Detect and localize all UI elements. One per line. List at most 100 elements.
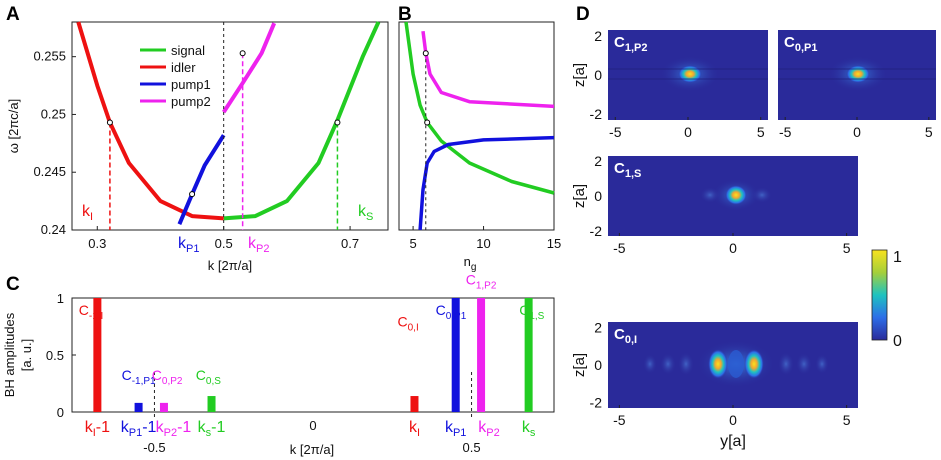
d-xtick-label: -5 [613, 412, 626, 428]
d-xtick-label: 5 [843, 412, 851, 428]
d-xtick-label: -5 [609, 124, 622, 140]
map-c1p2-label: C1,P2 [614, 34, 647, 54]
c-bar-label: C1,P2 [466, 271, 497, 291]
c-bar-0,I [410, 396, 419, 412]
a-xtick-label: 0.5 [215, 236, 233, 251]
c-k-label: kI-1 [85, 419, 110, 439]
c-ytick-label: 0 [57, 405, 64, 420]
map-c1s: C1,S [608, 156, 858, 236]
c-bar-0,S [207, 396, 216, 412]
d-ytick-label: 2 [594, 320, 602, 336]
d-ylabel: z[a] [571, 353, 588, 377]
a-series-idler [76, 21, 224, 221]
a-marker-1 [189, 191, 196, 198]
c-bar-1,S [524, 298, 533, 412]
panel-c-frame [71, 297, 555, 413]
legend-pump2-label: pump2 [171, 94, 211, 109]
d-xtick-label: 0 [853, 124, 861, 140]
map-c0i-lobe6 [815, 354, 829, 374]
d-ytick-label: -2 [590, 223, 603, 239]
a-annot-kp1: kP1 [178, 235, 199, 255]
b-marker-pump2 [422, 50, 429, 57]
a-ytick-label: 0.255 [33, 49, 66, 64]
c-bar-label: C0,S [196, 367, 221, 387]
a-annot-ks: kS [358, 203, 373, 223]
panel-label-c: C [6, 274, 20, 295]
c-bar-label: C0,I [398, 314, 419, 334]
map-c0p1-label: C0,P1 [784, 34, 817, 54]
a-xtick-label: 0.3 [88, 236, 106, 251]
d-xtick-label: 0 [684, 124, 692, 140]
panel-c-k-labels: kI-1 kP1-1 kP2-1 ks-1 kI kP1 kP2 ks [85, 419, 536, 439]
panel-d-ticks: -5 0 520-2z[a]-5 0 5-5 0 520-2z[a]-5 0 520-2z[a]… [571, 28, 933, 450]
b-series-pump2 [421, 30, 555, 109]
b-xtick-label: 5 [409, 236, 416, 251]
d-xtick-label: -5 [613, 240, 626, 256]
c-ytick-label: 1 [57, 291, 64, 306]
a-series-signal [223, 21, 381, 221]
panel-b-series [404, 21, 555, 231]
d-xtick-label: 5 [757, 124, 765, 140]
d-xtick-label: 0 [729, 412, 737, 428]
c-xtick-label: 0.5 [463, 440, 481, 455]
panel-label-b: B [398, 4, 412, 25]
a-marker-3 [334, 119, 341, 126]
b-xtick-label: 10 [476, 236, 490, 251]
c-ytick-label: 0.5 [46, 348, 64, 363]
map-c0i-node [728, 350, 744, 378]
map-c0i-lobe2 [660, 353, 676, 375]
a-xtick-label: 0.7 [341, 236, 359, 251]
map-c0i-mode-right [744, 349, 764, 379]
b-series-signal [404, 21, 555, 195]
d-ytick-label: 2 [594, 28, 602, 44]
map-c0i-mode-left [708, 349, 728, 379]
map-c0i: C0,I [608, 322, 858, 408]
c-bar-0,P2 [159, 402, 168, 412]
d-xtick-label: 5 [843, 240, 851, 256]
panel-a-legend: signal idler pump1 pump2 [140, 43, 211, 109]
c-xtick-label: 0 [309, 418, 316, 433]
colorbar: 1 0 [871, 249, 902, 350]
c-k-label: kP2-1 [156, 419, 192, 439]
panel-a-frame [71, 21, 389, 231]
a-annot-ki: kI [82, 203, 93, 223]
b-marker-signal [424, 119, 431, 126]
a-ytick-label: 0.245 [33, 164, 66, 179]
panel-label-d: D [576, 4, 590, 25]
b-xtick-label: 15 [547, 236, 561, 251]
c-k-label: kI [409, 419, 420, 439]
c-k-label: kP1 [445, 419, 466, 439]
map-c1p2-mode [678, 65, 702, 83]
c-k-label: ks [522, 419, 536, 439]
map-c1s-label: C1,S [614, 160, 641, 180]
map-c0i-lobe3 [678, 352, 694, 376]
c-bar-label: C-1,I [79, 302, 104, 322]
panel-a-series [76, 21, 381, 225]
colorbar-max: 1 [893, 249, 902, 266]
map-c1s-mode [725, 185, 747, 205]
panel-b-group-index: 5 10 15 ng [398, 21, 561, 273]
c-bar--1,I [93, 298, 102, 412]
c-xlabel: k [2π/a] [290, 442, 334, 457]
d-xtick-label: -5 [779, 124, 792, 140]
map-c0i-label: C0,I [614, 326, 637, 346]
c-bar-label: C-1,P1 [122, 367, 156, 387]
c-k-label: ks-1 [198, 419, 226, 439]
d-ytick-label: 0 [594, 67, 602, 83]
a-annot-kp2: kP2 [248, 235, 269, 255]
legend-signal-label: signal [171, 43, 205, 58]
colorbar-scale [871, 249, 888, 341]
d-ytick-label: 0 [594, 188, 602, 204]
d-ylabel: z[a] [571, 184, 588, 208]
panel-c-ticks: 0 0.5 1 -0.5 0 0.5 [46, 291, 481, 455]
d-xlabel: y[a] [720, 433, 746, 450]
c-bar--1,P1 [134, 402, 143, 412]
map-c0i-lobe4 [778, 352, 794, 376]
c-bar-1,P2 [477, 298, 486, 412]
colorbar-min: 0 [893, 333, 902, 350]
c-k-label: kP2 [478, 419, 499, 439]
legend-idler-label: idler [171, 60, 196, 75]
b-xlabel: ng [464, 254, 477, 273]
